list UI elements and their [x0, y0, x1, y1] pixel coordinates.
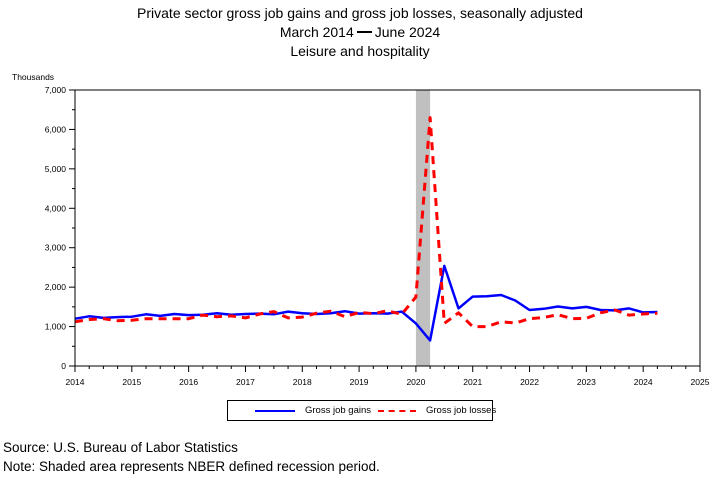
legend-label-gains: Gross job gains [305, 405, 372, 416]
y-tick-label: 2,000 [45, 282, 67, 292]
y-tick-label: 7,000 [45, 85, 67, 95]
recession-note: Note: Shaded area represents NBER define… [3, 459, 380, 474]
legend-item-gains: Gross job gains [255, 401, 371, 420]
y-tick-label: 6,000 [45, 124, 67, 134]
x-tick-label: 2014 [66, 377, 85, 387]
title-line-2: March 2014 June 2024 [0, 23, 720, 42]
series-line-gross-job-gains [74, 264, 658, 342]
y-tick-label: 1,000 [45, 322, 67, 332]
legend-swatch-gains [255, 409, 295, 412]
title-line-1: Private sector gross job gains and gross… [137, 5, 583, 21]
legend-item-losses: Gross job losses [378, 401, 496, 420]
title-period-end: June 2024 [374, 24, 441, 40]
legend-swatch-losses [378, 409, 416, 412]
title-period-start: March 2014 [279, 24, 354, 40]
x-tick-label: 2024 [634, 377, 653, 387]
x-tick-label: 2015 [122, 377, 141, 387]
plot-area [74, 89, 701, 367]
source-note: Source: U.S. Bureau of Labor Statistics [3, 440, 238, 455]
x-tick-label: 2018 [293, 377, 312, 387]
x-tick-label: 2021 [463, 377, 482, 387]
title-dash [356, 31, 372, 34]
y-tick-label: 3,000 [45, 243, 67, 253]
x-tick-label: 2022 [520, 377, 539, 387]
title-line-3: Leisure and hospitality [290, 43, 430, 59]
line-chart: 0 1,000 2,000 3,000 4,000 5,000 6,000 7,000 2014… [12, 72, 710, 387]
y-tick-label: 0 [61, 361, 66, 371]
x-tick-label: 2017 [236, 377, 255, 387]
y-tick-label: 4,000 [45, 203, 67, 213]
x-tick-label: 2019 [350, 377, 369, 387]
x-tick-label: 2020 [406, 377, 425, 387]
chart-title: Private sector gross job gains and gross… [0, 4, 720, 61]
y-tick-label: 5,000 [45, 164, 67, 174]
series-line-gross-job-losses [74, 116, 658, 329]
y-axis-label: Thousands [12, 72, 54, 82]
x-tick-label: 2025 [691, 377, 710, 387]
x-tick-label: 2023 [577, 377, 596, 387]
chart-legend: Gross job gains Gross job losses [227, 400, 496, 421]
legend-label-losses: Gross job losses [426, 405, 497, 416]
x-tick-label: 2016 [179, 377, 198, 387]
